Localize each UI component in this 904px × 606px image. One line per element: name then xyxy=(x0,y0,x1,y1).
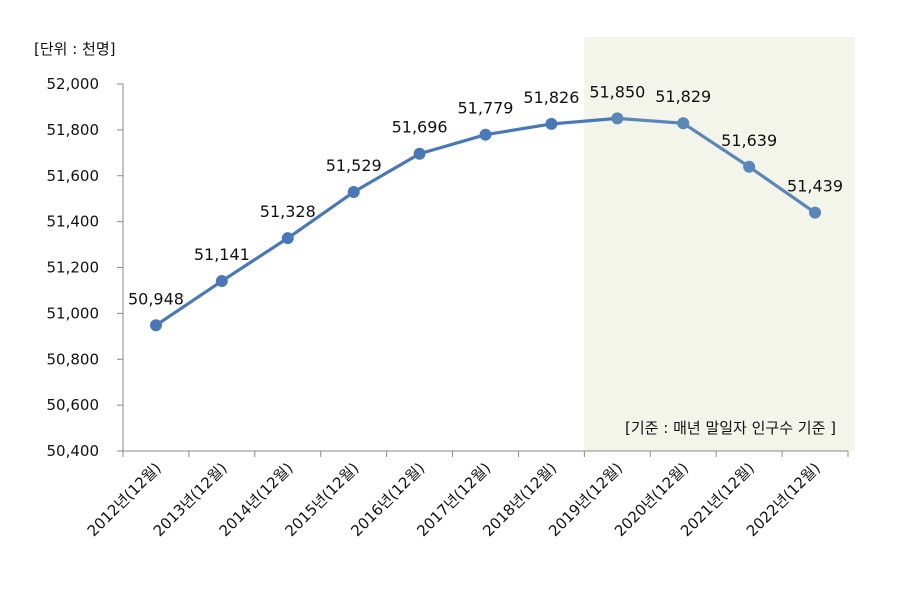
data-point xyxy=(611,112,624,125)
y-tick-label: 51,400 xyxy=(47,213,100,231)
x-tick-labels: 2012년(12월)2013년(12월)2014년(12월)2015년(12월)… xyxy=(84,459,824,540)
series-line xyxy=(154,116,817,327)
data-points xyxy=(149,112,822,332)
data-point xyxy=(413,147,426,160)
y-tick-label: 51,000 xyxy=(47,304,100,322)
data-point xyxy=(281,232,294,245)
series-line-segment xyxy=(549,116,619,126)
series-line-segment xyxy=(417,133,488,156)
data-label: 51,639 xyxy=(721,131,777,150)
data-point xyxy=(743,160,756,173)
series-line-segment xyxy=(154,279,224,327)
data-point xyxy=(479,128,492,141)
highlight-note: [기준 : 매년 말일자 인구수 기준 ] xyxy=(625,419,836,437)
data-label: 51,328 xyxy=(260,202,316,221)
highlight-region xyxy=(584,37,855,451)
data-point xyxy=(347,186,360,199)
y-tick-label: 51,200 xyxy=(47,259,100,277)
data-point xyxy=(149,319,162,332)
y-tick-label: 50,400 xyxy=(47,442,100,460)
data-label: 51,439 xyxy=(787,177,843,196)
series-line-segment xyxy=(615,116,685,125)
y-tick-label: 50,600 xyxy=(47,396,100,414)
series-line-segment xyxy=(220,236,290,283)
axes xyxy=(117,83,849,457)
data-label: 51,829 xyxy=(655,87,711,106)
data-labels: 50,948 51,141 51,328 51,529 51,696 51,779 51,8… xyxy=(128,82,843,308)
y-tick-label: 52,000 xyxy=(47,75,100,93)
unit-label: [단위 : 천명] xyxy=(34,40,116,58)
y-tick-label: 51,800 xyxy=(47,121,100,139)
series-line-segment xyxy=(352,152,422,194)
data-label: 51,696 xyxy=(392,118,448,137)
series-line-segment xyxy=(747,165,817,215)
series-line-segment xyxy=(286,190,356,240)
data-label: 51,529 xyxy=(326,156,382,175)
data-point xyxy=(215,275,228,288)
data-label: 51,850 xyxy=(589,82,645,101)
y-tick-label: 50,800 xyxy=(47,350,100,368)
data-point xyxy=(545,117,558,130)
series-line-segment xyxy=(483,122,554,137)
data-label: 51,826 xyxy=(523,88,579,107)
series-line-segment xyxy=(681,121,751,169)
data-label: 50,948 xyxy=(128,289,184,308)
y-tick-labels: 50,400 50,600 50,800 51,000 51,200 51,400 51,6… xyxy=(47,75,100,460)
data-point xyxy=(809,206,822,219)
data-label: 51,779 xyxy=(458,99,514,118)
data-label: 51,141 xyxy=(194,245,250,264)
data-point xyxy=(677,117,690,130)
y-tick-label: 51,600 xyxy=(47,167,100,185)
